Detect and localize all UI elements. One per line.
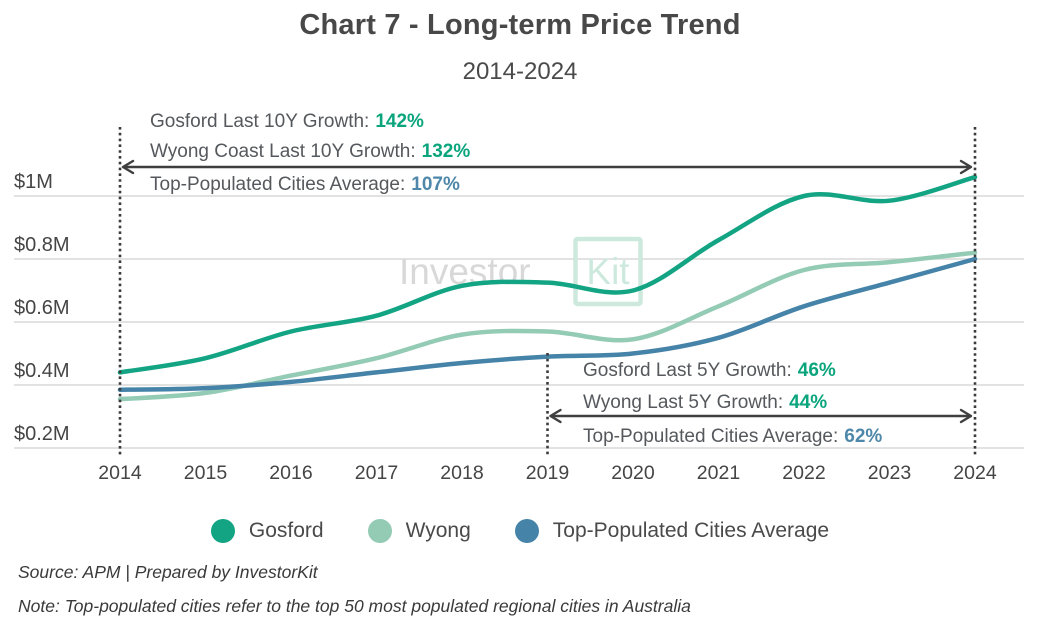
watermark-boxed-text: Kit xyxy=(586,251,630,292)
arrowhead-right-icon xyxy=(959,408,973,424)
annotation-row: Wyong Last 5Y Growth: 44% xyxy=(583,392,827,414)
legend-dot-icon xyxy=(210,519,235,543)
legend-label: Wyong xyxy=(405,519,471,542)
annotation-value: 62% xyxy=(844,426,883,447)
y-tick-label: $0.2M xyxy=(14,423,70,445)
y-tick-label: $0.8M xyxy=(14,234,70,256)
x-tick-label: 2019 xyxy=(525,462,570,484)
annotation-label: Wyong Coast Last 10Y Growth: xyxy=(150,141,416,162)
annotation-value: 107% xyxy=(411,174,460,195)
x-tick-label: 2014 xyxy=(98,462,142,484)
annotation-value: 44% xyxy=(789,392,828,413)
y-tick-label: $0.4M xyxy=(14,360,70,382)
x-tick-label: 2020 xyxy=(611,462,655,484)
series-line-top-populated-cities-average xyxy=(117,256,978,392)
legend-dot-icon xyxy=(367,519,392,543)
annotation-row: Gosford Last 10Y Growth: 142% xyxy=(150,111,424,133)
chart-subtitle: 2014-2024 xyxy=(462,58,578,85)
legend-dot-icon xyxy=(514,519,539,543)
x-tick-label: 2017 xyxy=(354,462,399,484)
annotation-row: Top-Populated Cities Average: 107% xyxy=(150,174,460,196)
note-text: Note: Top-populated cities refer to the … xyxy=(18,596,691,616)
x-tick-label: 2022 xyxy=(782,462,826,484)
legend-label: Top-Populated Cities Average xyxy=(552,519,830,542)
annotation-value: 46% xyxy=(797,360,836,381)
chart-title: Chart 7 - Long-term Price Trend xyxy=(299,9,741,41)
annotation-row: Top-Populated Cities Average: 62% xyxy=(583,426,882,448)
legend: Gosford Wyong Top-Populated Cities Average xyxy=(0,519,1040,543)
source-text: Source: APM | Prepared by InvestorKit xyxy=(18,562,318,582)
x-tick-label: 2016 xyxy=(269,462,313,484)
series-line-wyong xyxy=(117,250,978,402)
y-tick-label: $0.6M xyxy=(14,297,70,319)
legend-label: Gosford xyxy=(248,519,324,542)
guide-lines-and-arrows xyxy=(118,127,977,456)
arrowhead-left-icon xyxy=(121,159,135,175)
watermark: Investor Kit xyxy=(399,236,643,307)
x-tick-label: 2018 xyxy=(440,462,484,484)
annotation-label: Top-Populated Cities Average: xyxy=(150,174,406,195)
annotation-label: Top-Populated Cities Average: xyxy=(583,426,839,447)
watermark-box xyxy=(573,236,643,307)
legend-item-top-populated-cities-average: Top-Populated Cities Average xyxy=(514,519,830,543)
x-tick-label: 2024 xyxy=(953,462,997,484)
annotation-row: Gosford Last 5Y Growth: 46% xyxy=(583,360,836,382)
annotation-label: Gosford Last 5Y Growth: xyxy=(583,360,792,381)
arrowhead-right-icon xyxy=(959,159,973,175)
annotation-label: Wyong Last 5Y Growth: xyxy=(583,392,784,413)
series-line-gosford xyxy=(117,174,978,375)
x-tick-label: 2023 xyxy=(867,462,912,484)
annotation-value: 142% xyxy=(375,111,424,132)
annotation-row: Wyong Coast Last 10Y Growth: 132% xyxy=(150,141,470,163)
annotation-value: 132% xyxy=(421,141,471,162)
annotation-label: Gosford Last 10Y Growth: xyxy=(150,111,370,132)
y-tick-label: $1M xyxy=(14,171,53,193)
arrowhead-left-icon xyxy=(549,408,562,424)
legend-item-gosford: Gosford xyxy=(210,519,324,543)
x-tick-label: 2015 xyxy=(183,462,228,484)
gridlines xyxy=(14,195,1024,449)
legend-item-wyong: Wyong xyxy=(367,519,471,543)
series-lines xyxy=(117,174,978,402)
x-tick-label: 2021 xyxy=(696,462,741,484)
